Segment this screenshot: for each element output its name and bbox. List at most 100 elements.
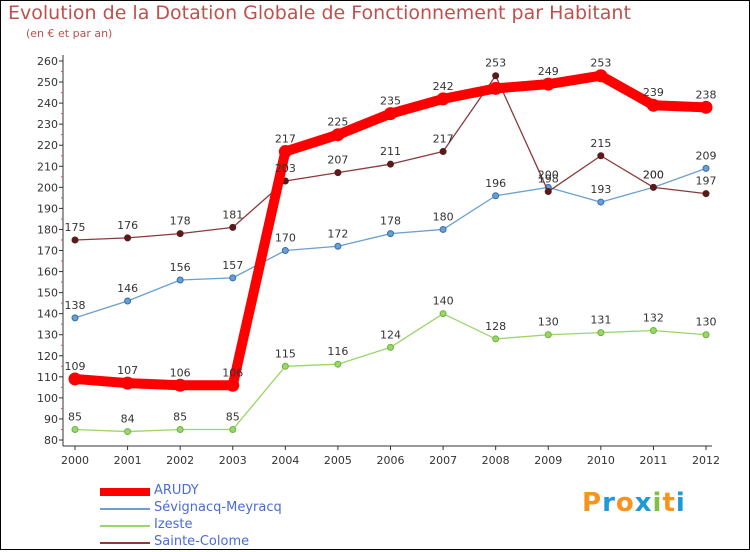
y-tick-label: 130 xyxy=(37,329,58,342)
y-tick-label: 230 xyxy=(37,118,58,131)
logo-letter: i xyxy=(675,488,686,518)
data-point-sainte-colome xyxy=(334,169,342,177)
y-tick-label: 120 xyxy=(37,350,58,363)
data-label-s-vignacq-meyracq: 138 xyxy=(65,299,86,312)
legend-label: Sévignacq-Meyracq xyxy=(154,500,282,515)
data-label-izeste: 124 xyxy=(380,328,401,341)
data-point-arudy xyxy=(226,378,240,392)
data-point-arudy xyxy=(384,107,397,121)
data-label-izeste: 128 xyxy=(485,320,506,333)
x-tick-label: 2000 xyxy=(61,454,89,467)
data-point-s-vignacq-meyracq xyxy=(387,230,394,238)
y-tick-label: 160 xyxy=(37,266,58,279)
legend-label: Izeste xyxy=(154,517,193,532)
logo-letter: r xyxy=(602,488,616,518)
x-tick-label: 2005 xyxy=(324,454,352,467)
data-label-sainte-colome: 176 xyxy=(117,219,138,232)
x-tick-label: 2008 xyxy=(482,454,510,467)
data-point-izeste xyxy=(176,425,184,433)
data-label-sainte-colome: 253 xyxy=(485,57,506,70)
data-label-s-vignacq-meyracq: 209 xyxy=(696,149,717,162)
logo-letter: P xyxy=(582,488,603,518)
data-label-sainte-colome: 217 xyxy=(433,133,454,146)
data-label-sainte-colome: 215 xyxy=(590,137,611,150)
data-point-arudy xyxy=(68,372,82,386)
data-point-s-vignacq-meyracq xyxy=(229,274,237,282)
data-point-sainte-colome xyxy=(492,72,500,80)
data-point-sainte-colome xyxy=(649,183,657,191)
data-label-izeste: 132 xyxy=(643,312,664,325)
data-label-s-vignacq-meyracq: 157 xyxy=(222,259,243,272)
x-tick-label: 2010 xyxy=(587,454,615,467)
data-point-izeste xyxy=(281,362,289,370)
data-label-s-vignacq-meyracq: 180 xyxy=(433,210,454,223)
y-tick-label: 190 xyxy=(37,202,58,215)
data-label-s-vignacq-meyracq: 200 xyxy=(538,168,559,181)
x-tick-label: 2012 xyxy=(692,454,720,467)
logo-letter: x xyxy=(634,488,653,518)
data-label-arudy: 242 xyxy=(433,80,454,93)
data-label-arudy: 107 xyxy=(117,364,138,377)
data-point-izeste xyxy=(492,335,500,343)
data-point-s-vignacq-meyracq xyxy=(281,247,289,254)
data-label-sainte-colome: 198 xyxy=(538,173,559,186)
x-tick-label: 2001 xyxy=(114,454,142,467)
data-label-arudy: 238 xyxy=(696,88,717,101)
data-point-sainte-colome xyxy=(71,236,79,244)
logo-letter: t xyxy=(662,488,676,518)
x-tick-label: 2009 xyxy=(534,454,562,467)
data-label-izeste: 85 xyxy=(173,410,187,423)
y-tick-label: 170 xyxy=(37,245,58,258)
data-point-izeste xyxy=(124,428,132,436)
y-tick-label: 80 xyxy=(44,434,58,447)
data-point-izeste xyxy=(439,310,447,318)
y-tick-label: 210 xyxy=(37,160,58,173)
data-point-izeste xyxy=(229,425,237,433)
data-point-s-vignacq-meyracq xyxy=(702,164,710,172)
data-point-s-vignacq-meyracq xyxy=(439,225,447,233)
data-point-sainte-colome xyxy=(124,234,132,242)
y-tick-label: 110 xyxy=(37,371,58,384)
data-point-s-vignacq-meyracq xyxy=(492,192,500,200)
data-point-arudy xyxy=(489,81,503,95)
data-point-izeste xyxy=(597,329,605,337)
data-label-izeste: 85 xyxy=(226,410,240,423)
x-tick-label: 2003 xyxy=(219,454,247,467)
data-point-izeste xyxy=(649,327,657,335)
data-point-arudy xyxy=(699,100,713,114)
data-point-izeste xyxy=(71,425,79,433)
chart-title: Evolution de la Dotation Globale de Fonc… xyxy=(8,2,631,24)
logo-letter: i xyxy=(652,488,663,518)
x-tick-label: 2006 xyxy=(377,454,405,467)
data-label-sainte-colome: 207 xyxy=(327,154,348,167)
x-tick-label: 2002 xyxy=(166,454,194,467)
data-label-izeste: 130 xyxy=(538,316,559,329)
data-point-izeste xyxy=(544,331,552,339)
data-label-arudy: 217 xyxy=(275,133,296,146)
chart-subtitle: (en € et par an) xyxy=(26,27,113,40)
x-tick-label: 2011 xyxy=(639,454,667,467)
y-tick-label: 100 xyxy=(37,392,58,405)
y-tick-label: 180 xyxy=(37,223,58,236)
data-label-sainte-colome: 203 xyxy=(275,162,296,175)
data-label-arudy: 253 xyxy=(590,57,611,70)
data-point-arudy xyxy=(331,128,345,142)
data-point-s-vignacq-meyracq xyxy=(176,276,184,284)
data-point-s-vignacq-meyracq xyxy=(124,297,132,305)
data-point-arudy xyxy=(278,145,292,159)
data-label-izeste: 140 xyxy=(433,295,454,308)
y-tick-label: 200 xyxy=(37,181,58,194)
data-point-arudy xyxy=(173,378,187,392)
data-point-sainte-colome xyxy=(387,160,394,168)
data-label-s-vignacq-meyracq: 156 xyxy=(170,261,191,274)
y-tick-label: 260 xyxy=(37,55,58,68)
legend-swatch xyxy=(100,525,150,527)
data-label-s-vignacq-meyracq: 172 xyxy=(327,227,348,240)
y-tick-label: 140 xyxy=(37,308,58,321)
data-label-arudy: 106 xyxy=(170,366,191,379)
proxiti-logo: Proxiti xyxy=(582,488,686,518)
data-label-izeste: 130 xyxy=(696,316,717,329)
data-label-arudy: 109 xyxy=(65,360,86,373)
data-point-sainte-colome xyxy=(597,152,605,160)
y-tick-label: 150 xyxy=(37,287,58,300)
